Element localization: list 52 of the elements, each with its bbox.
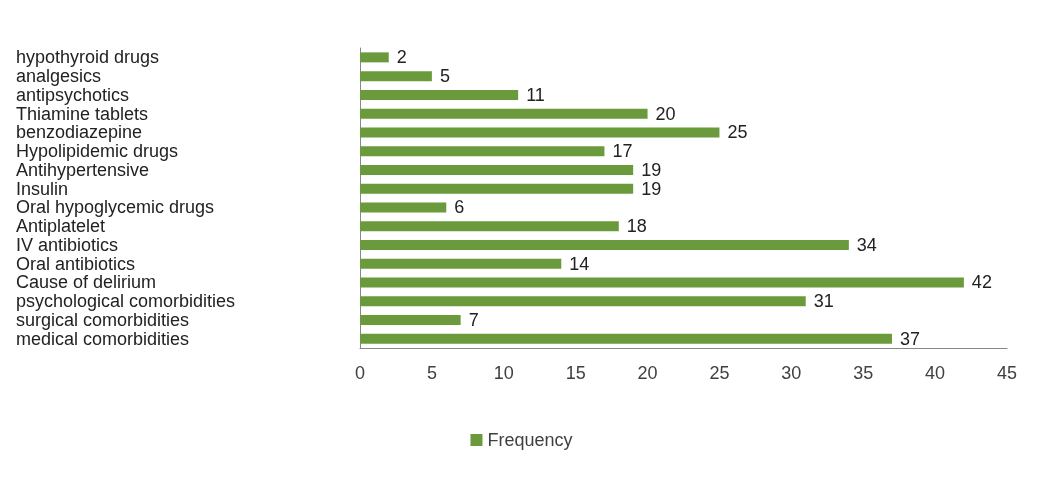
- bar: [360, 239, 849, 250]
- x-tick-label: 20: [637, 363, 658, 383]
- bar: [360, 127, 720, 138]
- x-tick-label: 30: [781, 363, 802, 383]
- bar: [360, 258, 562, 269]
- bar: [360, 333, 892, 344]
- bar: [360, 108, 648, 119]
- bar: [360, 164, 634, 175]
- data-label: 19: [641, 178, 662, 199]
- y-tick-label: Oral hypoglycemic drugs: [16, 197, 215, 218]
- y-tick-label: Hypolipidemic drugs: [16, 141, 179, 162]
- data-label: 11: [526, 84, 545, 105]
- bar: [360, 146, 605, 157]
- bar: [360, 183, 634, 194]
- data-label: 37: [899, 328, 921, 349]
- x-tick-label: 25: [709, 363, 730, 383]
- y-tick-label: benzodiazepine: [16, 122, 143, 143]
- y-tick-label: hypothyroid drugs: [16, 47, 160, 68]
- y-tick-label: Oral antibiotics: [16, 253, 136, 274]
- bar: [360, 314, 461, 325]
- x-tick-label: 0: [354, 363, 366, 383]
- x-tick-label: 10: [493, 363, 514, 383]
- x-tick-label: 40: [925, 363, 946, 383]
- y-tick-label: Cause of delirium: [16, 272, 157, 293]
- data-label: 25: [727, 122, 748, 143]
- y-tick-label: psychological comorbidities: [16, 291, 236, 312]
- data-label: 34: [856, 234, 877, 255]
- data-label: 19: [641, 159, 662, 180]
- data-label: 20: [655, 103, 676, 124]
- bar: [360, 277, 964, 288]
- bar: [360, 202, 447, 213]
- data-label: 18: [626, 216, 647, 237]
- data-label: 14: [569, 253, 590, 274]
- bar: [360, 71, 432, 82]
- bar: [360, 221, 619, 232]
- data-label: 17: [612, 141, 633, 162]
- x-tick-label: 45: [996, 363, 1018, 383]
- bar: [360, 296, 806, 307]
- x-tick-label: 5: [426, 363, 437, 383]
- x-tick-label: 15: [565, 363, 586, 383]
- data-label: 2: [396, 47, 407, 68]
- data-label: 5: [439, 66, 450, 87]
- y-tick-label: Antiplatelet: [16, 216, 106, 237]
- y-tick-label: analgesics: [16, 66, 102, 87]
- data-label: 31: [813, 291, 834, 312]
- data-label: 6: [454, 197, 465, 218]
- bar: [360, 89, 519, 100]
- data-label: 42: [971, 272, 992, 293]
- bar: [360, 52, 389, 63]
- legend-label: Frequency: [487, 430, 573, 450]
- data-label: 7: [468, 309, 479, 330]
- x-tick-label: 35: [853, 363, 874, 383]
